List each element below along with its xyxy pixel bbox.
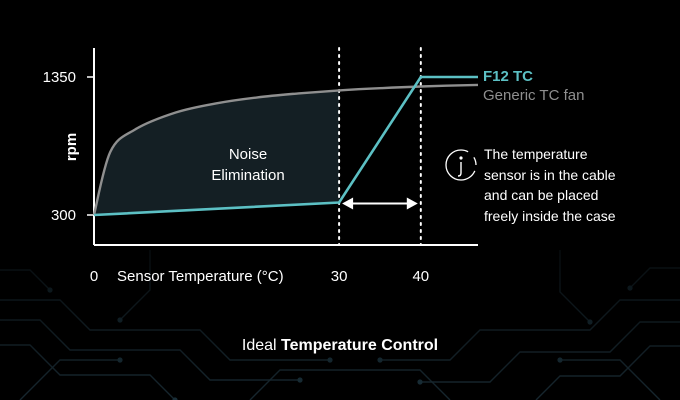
region-label-line-2: Elimination: [211, 167, 284, 184]
series-line-f12-tc: [93, 75, 478, 217]
tick-labels: 0 30 40 300 1350: [43, 69, 430, 285]
vertical-markers: [338, 47, 422, 246]
series: [92, 75, 479, 217]
x-tick-label: 0: [90, 268, 98, 285]
y-axis-label: rpm: [63, 133, 80, 161]
sensor-annotation: The temperature sensor is in the cable a…: [445, 146, 616, 224]
annotation-line-4: freely inside the case: [484, 208, 616, 224]
interval-arrow-left-head: [342, 197, 354, 210]
y-tick-label: 1350: [43, 69, 76, 86]
legend: F12 TC Generic TC fan: [483, 68, 584, 104]
annotation-line-1: The temperature: [484, 146, 588, 162]
y-tick-label: 300: [51, 207, 76, 224]
annotation-line-2: sensor is in the cable: [484, 167, 616, 183]
x-axis-label: Sensor Temperature (°C): [117, 268, 284, 285]
interval-arrow-right-head: [406, 197, 418, 210]
region-label-line-1: Noise: [229, 146, 267, 163]
caption-bold: Temperature Control: [281, 337, 438, 354]
chart-caption: Ideal Temperature Control: [242, 337, 438, 354]
info-icon: [445, 149, 477, 181]
caption-prefix: Ideal: [242, 337, 281, 354]
annotation-line-3: and can be placed: [484, 187, 598, 203]
x-tick-label: 30: [331, 268, 348, 285]
x-tick-label: 40: [412, 268, 429, 285]
noise-elimination-region: [94, 90, 340, 215]
series-line-generic-tc-fan: [92, 83, 479, 216]
legend-entry-f12-tc: F12 TC: [483, 68, 533, 85]
interval-arrow: [342, 197, 418, 210]
legend-entry-generic-tc-fan: Generic TC fan: [483, 87, 584, 104]
